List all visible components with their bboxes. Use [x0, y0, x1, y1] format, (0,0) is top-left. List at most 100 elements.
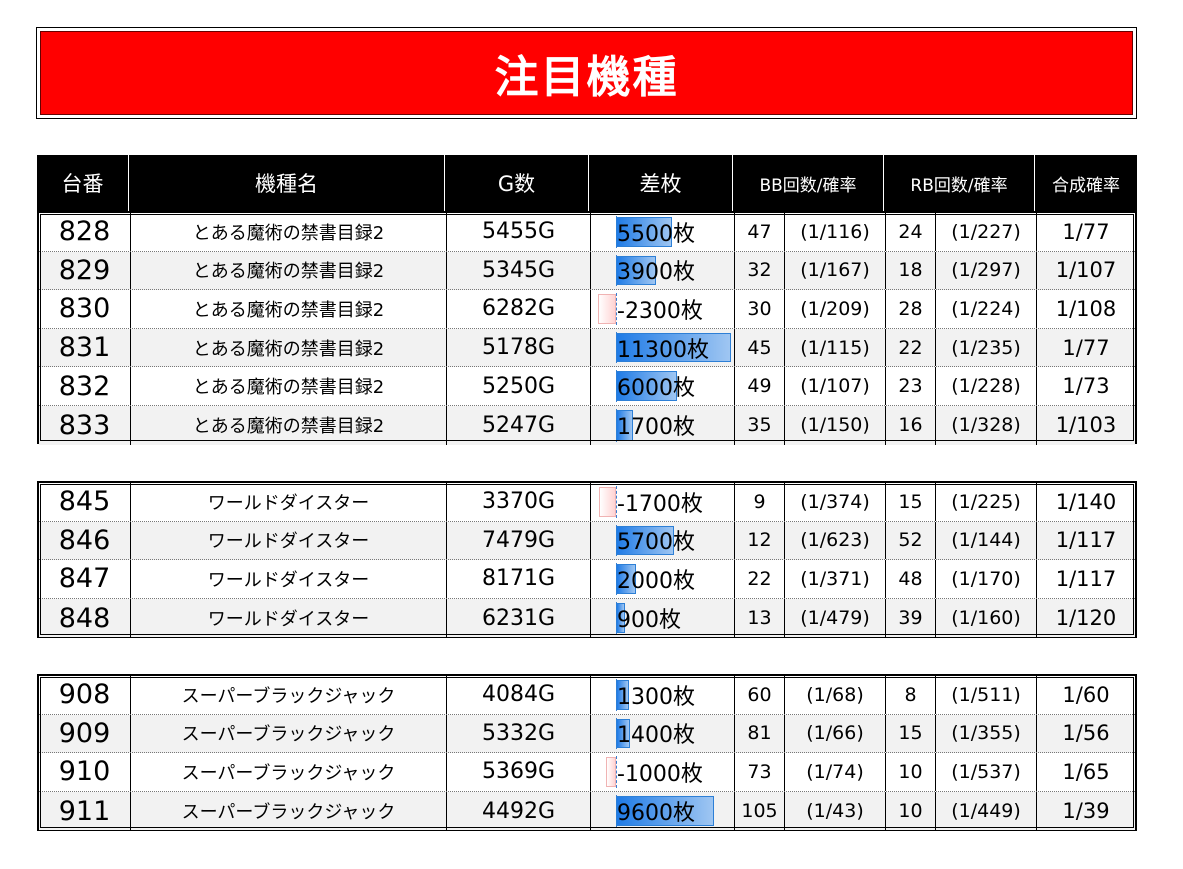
rb-count-cell: 16 — [886, 405, 936, 445]
machine-number: 846 — [58, 524, 111, 556]
combined-probability: 1/77 — [1062, 335, 1110, 360]
rb-probability-cell: (1/328) — [936, 405, 1037, 445]
bb-count: 60 — [747, 683, 772, 706]
table-header: 台番 機種名 G数 差枚 BB回数/確率 RB回数/確率 合成確率 — [37, 155, 1137, 211]
bb-probability: (1/623) — [800, 529, 870, 552]
bb-count: 81 — [747, 722, 772, 745]
game-count: 5345G — [481, 257, 556, 283]
coin-difference: 9600枚 — [617, 801, 695, 827]
coin-difference-cell: 900枚 — [591, 598, 735, 638]
rb-probability-cell: (1/449) — [936, 791, 1037, 831]
rb-count: 28 — [898, 297, 923, 320]
game-count-cell: 4492G — [447, 791, 591, 831]
machine-name: とある魔術の禁書目録2 — [192, 377, 385, 399]
game-count-cell: 7479G — [447, 521, 591, 560]
bb-count: 47 — [747, 220, 772, 243]
header-name: 機種名 — [129, 155, 445, 211]
rb-count-cell: 15 — [886, 483, 936, 521]
table-row: 829 とある魔術の禁書目録2 5345G 3900枚 32 (1/167) 18 (1/29… — [39, 251, 1135, 291]
coin-difference-cell: -1700枚 — [591, 483, 735, 521]
rb-count-cell: 18 — [886, 251, 936, 290]
game-count-cell: 5369G — [447, 753, 591, 791]
game-count: 6282G — [481, 296, 556, 322]
diff-bar-axis — [616, 486, 617, 518]
rb-count-cell: 23 — [886, 367, 936, 405]
coin-difference-cell: -1000枚 — [591, 753, 735, 791]
rb-probability: (1/355) — [951, 722, 1021, 745]
machine-number-cell: 847 — [39, 560, 131, 598]
bb-count: 35 — [747, 414, 772, 437]
rb-probability: (1/449) — [951, 800, 1021, 823]
combined-probability: 1/108 — [1055, 296, 1117, 321]
table-row: 910 スーパーブラックジャック 5369G -1000枚 73 (1/74) 10 (1/5… — [39, 753, 1135, 792]
rb-probability: (1/537) — [951, 760, 1021, 783]
game-count: 8171G — [481, 566, 556, 592]
bb-probability: (1/116) — [800, 220, 870, 243]
machine-name: スーパーブラックジャック — [181, 724, 396, 746]
rb-count: 15 — [898, 722, 923, 745]
machine-name-cell: スーパーブラックジャック — [131, 714, 447, 753]
header-rb: RB回数/確率 — [884, 155, 1035, 211]
bb-count-cell: 81 — [735, 714, 785, 753]
bb-count: 13 — [747, 607, 772, 630]
combined-probability-cell: 1/140 — [1037, 483, 1135, 521]
rb-count-cell: 8 — [886, 676, 936, 714]
machine-group-2: 845 ワールドダイスター 3370G -1700枚 9 (1/374) 15 (1/225)… — [37, 481, 1137, 638]
coin-difference-cell: 6000枚 — [591, 367, 735, 405]
bb-probability-cell: (1/371) — [785, 560, 886, 598]
rb-probability: (1/224) — [951, 297, 1021, 320]
header-games: G数 — [445, 155, 589, 211]
combined-probability: 1/77 — [1062, 219, 1110, 244]
combined-probability: 1/107 — [1055, 258, 1117, 283]
machine-name: ワールドダイスター — [207, 609, 370, 631]
diff-bar — [616, 332, 731, 363]
rb-probability-cell: (1/144) — [936, 521, 1037, 560]
machine-name: とある魔術の禁書目録2 — [192, 222, 385, 244]
rb-probability: (1/160) — [951, 607, 1021, 630]
bb-count-cell: 12 — [735, 521, 785, 560]
rb-probability-cell: (1/225) — [936, 483, 1037, 521]
header-bb: BB回数/確率 — [733, 155, 884, 211]
game-count: 6231G — [481, 605, 556, 631]
rb-count: 15 — [898, 490, 923, 513]
coin-difference: 5700枚 — [617, 530, 695, 556]
diff-bar — [605, 757, 616, 787]
coin-difference-cell: 1300枚 — [591, 676, 735, 714]
combined-probability: 1/120 — [1055, 606, 1117, 631]
combined-probability-cell: 1/107 — [1037, 252, 1135, 290]
game-count: 7479G — [481, 527, 556, 553]
coin-difference: 3900枚 — [617, 260, 695, 286]
bb-count: 45 — [747, 336, 772, 359]
rb-count: 8 — [904, 683, 917, 706]
machine-number-cell: 909 — [39, 714, 131, 753]
bb-probability: (1/68) — [806, 683, 864, 706]
game-count-cell: 6231G — [447, 598, 591, 638]
diff-bar — [616, 602, 626, 634]
combined-probability: 1/73 — [1062, 374, 1110, 399]
bb-count: 30 — [747, 297, 772, 320]
combined-probability-cell: 1/108 — [1037, 290, 1135, 328]
game-count-cell: 5332G — [447, 714, 591, 753]
bb-count-cell: 22 — [735, 560, 785, 598]
combined-probability-cell: 1/117 — [1037, 560, 1135, 598]
table-row: 909 スーパーブラックジャック 5332G 1400枚 81 (1/66) 15 (1/35… — [39, 714, 1135, 754]
game-count: 5247G — [481, 412, 556, 438]
bb-probability-cell: (1/116) — [785, 213, 886, 251]
machine-name: とある魔術の禁書目録2 — [192, 416, 385, 438]
rb-count: 22 — [898, 336, 923, 359]
rb-probability-cell: (1/355) — [936, 714, 1037, 753]
table-row: 911 スーパーブラックジャック 4492G 9600枚 105 (1/43) 10 (1/4… — [39, 791, 1135, 831]
bb-count: 73 — [747, 760, 772, 783]
rb-count: 18 — [898, 259, 923, 282]
diff-bar — [616, 255, 656, 286]
machine-name-cell: とある魔術の禁書目録2 — [131, 213, 447, 251]
machine-number: 832 — [58, 370, 111, 402]
rb-probability: (1/225) — [951, 490, 1021, 513]
table-row: 830 とある魔術の禁書目録2 6282G -2300枚 30 (1/209) 28 (1/2… — [39, 290, 1135, 329]
rb-probability-cell: (1/170) — [936, 560, 1037, 598]
coin-difference: -2300枚 — [617, 298, 703, 324]
machine-name: とある魔術の禁書目録2 — [192, 299, 385, 321]
diff-bar — [616, 217, 672, 247]
diff-bar-axis — [616, 293, 617, 325]
combined-probability-cell: 1/65 — [1037, 753, 1135, 791]
